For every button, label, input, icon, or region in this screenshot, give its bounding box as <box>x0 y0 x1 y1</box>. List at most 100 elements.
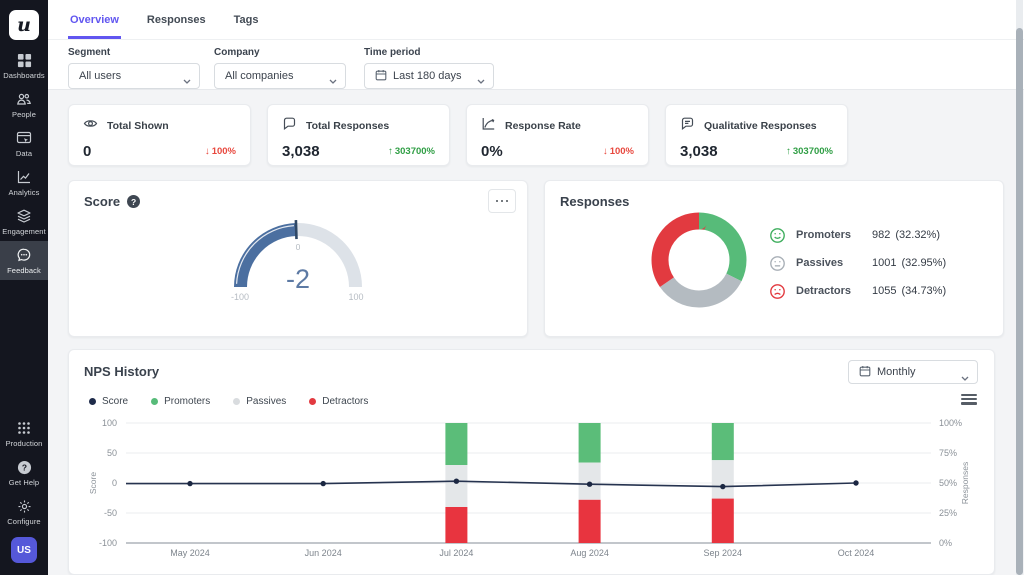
sidebar-item-label: Get Help <box>8 478 40 487</box>
time-period-select[interactable]: Last 180 days <box>364 63 494 89</box>
chart-menu-icon[interactable] <box>961 394 977 405</box>
sidebar-item-people[interactable]: People <box>0 85 48 124</box>
sidebar-item-get-help[interactable]: ? Get Help <box>0 453 48 492</box>
scrollbar-thumb[interactable] <box>1016 28 1023 575</box>
legend-label: Detractors <box>796 285 852 297</box>
legend-dot <box>89 398 96 405</box>
svg-text:-50: -50 <box>104 508 117 518</box>
company-filter: Company All companies <box>214 45 346 89</box>
legend-label: Promoters <box>796 229 852 241</box>
svg-text:75%: 75% <box>939 448 957 458</box>
svg-text:Sep 2024: Sep 2024 <box>704 548 743 558</box>
eye-icon <box>83 116 98 136</box>
app-logo[interactable]: u <box>9 10 39 40</box>
stat-card-row: Total Shown 0 ↓ 100% Total Responses 3,03… <box>68 104 1004 166</box>
dots-grid-icon <box>16 420 32 436</box>
legend-value: 1001 (32.95%) <box>872 257 947 269</box>
sidebar: u Dashboards People Data Analytics <box>0 0 48 575</box>
legend-item-passives: Passives <box>233 396 286 407</box>
sidebar-item-production[interactable]: Production <box>0 414 48 453</box>
stat-title: Qualitative Responses <box>704 120 817 132</box>
svg-text:Aug 2024: Aug 2024 <box>570 548 609 558</box>
tab-responses[interactable]: Responses <box>146 14 206 26</box>
sidebar-item-label: Analytics <box>8 188 40 197</box>
stat-title: Total Responses <box>306 120 390 132</box>
sidebar-item-configure[interactable]: Configure <box>0 492 48 531</box>
user-avatar[interactable]: US <box>11 537 37 563</box>
stat-title: Total Shown <box>107 120 169 132</box>
legend-label: Passives <box>796 257 844 269</box>
legend-item-score: Score <box>89 396 128 407</box>
responses-donut-chart <box>644 205 754 320</box>
svg-text:50: 50 <box>107 448 117 458</box>
filter-bar: Segment All users Company All companies … <box>48 40 1024 90</box>
svg-text:Jun 2024: Jun 2024 <box>305 548 342 558</box>
arrow-up-icon: ↑ <box>387 146 393 157</box>
svg-text:50%: 50% <box>939 478 957 488</box>
stat-value: 0 <box>83 143 92 160</box>
segment-label: Segment <box>68 47 111 58</box>
chat-lines-icon <box>680 116 695 136</box>
responses-card-title: Responses <box>560 194 630 209</box>
stat-card-qualitative-responses: Qualitative Responses 3,038 ↑ 303700% <box>665 104 848 166</box>
arrow-up-icon: ↑ <box>785 146 791 157</box>
chevron-down-icon <box>329 75 337 87</box>
stat-card-total-responses: Total Responses 3,038 ↑ 303700% <box>267 104 450 166</box>
stat-delta: ↓ 100% <box>602 146 634 157</box>
score-card-title: Score <box>84 194 121 209</box>
tab-tags[interactable]: Tags <box>233 14 259 26</box>
company-select[interactable]: All companies <box>214 63 346 89</box>
legend-row-detractors: Detractors 1055 (34.73%) <box>769 277 946 305</box>
legend-value: 982 (32.32%) <box>872 229 940 241</box>
svg-text:25%: 25% <box>939 508 957 518</box>
stat-delta: ↓ 100% <box>204 146 236 157</box>
arrow-down-icon: ↓ <box>602 146 608 157</box>
sidebar-item-label: Dashboards <box>3 71 45 80</box>
app-logo-letter: u <box>17 14 31 36</box>
time-period-label: Time period <box>364 47 421 58</box>
nps-history-title: NPS History <box>84 364 160 379</box>
help-icon[interactable]: ? <box>127 195 141 208</box>
legend-item-detractors: Detractors <box>309 396 368 407</box>
legend-dot <box>309 398 317 405</box>
period-select[interactable]: Monthly <box>848 360 978 384</box>
svg-text:0: 0 <box>112 478 117 488</box>
period-value: Monthly <box>877 366 916 378</box>
chevron-down-icon <box>183 75 191 87</box>
responses-card: Responses Promoters 982 (32.32%) <box>544 180 1004 337</box>
sidebar-item-label: Configure <box>7 517 41 526</box>
stat-title: Response Rate <box>505 120 581 132</box>
sidebar-item-dashboards[interactable]: Dashboards <box>0 46 48 85</box>
gauge-value: -2 <box>286 264 310 294</box>
stat-value: 0% <box>481 143 503 160</box>
svg-text:May 2024: May 2024 <box>170 548 210 558</box>
legend-row-passives: Passives 1001 (32.95%) <box>769 249 946 277</box>
sidebar-item-engagement[interactable]: Engagement <box>0 202 48 241</box>
sidebar-item-feedback[interactable]: Feedback <box>0 241 48 280</box>
score-card: Score ? 0 -100 100 -2 <box>68 180 528 337</box>
gauge-mid-label: 0 <box>296 242 301 252</box>
nps-history-chart: 100 100% 50 75% 0 50% -50 25% -100 0% Score Respons… <box>88 418 970 558</box>
segment-select[interactable]: All users <box>68 63 200 89</box>
people-icon <box>16 91 32 107</box>
company-label: Company <box>214 47 260 58</box>
chat-bubble-icon <box>16 247 32 263</box>
tab-overview[interactable]: Overview <box>68 0 121 39</box>
main-area: Overview Responses Tags Segment All user… <box>48 0 1024 575</box>
middle-row: Score ? 0 -100 100 -2 <box>68 180 1004 337</box>
stat-delta: ↑ 303700% <box>785 146 833 157</box>
svg-text:100: 100 <box>102 418 117 428</box>
sad-face-icon <box>769 283 786 300</box>
stat-value: 3,038 <box>680 143 718 160</box>
sidebar-item-analytics[interactable]: Analytics <box>0 163 48 202</box>
sidebar-item-data[interactable]: Data <box>0 124 48 163</box>
gear-icon <box>16 498 32 514</box>
score-gauge: 0 -100 100 -2 <box>198 193 398 313</box>
svg-text:Score: Score <box>88 472 98 494</box>
rate-chart-icon <box>481 116 496 136</box>
gauge-max-label: 100 <box>348 292 363 302</box>
arrow-down-icon: ↓ <box>204 146 210 157</box>
card-menu-button[interactable] <box>488 189 516 213</box>
dashboard-content: Total Shown 0 ↓ 100% Total Responses 3,03… <box>48 90 1024 575</box>
